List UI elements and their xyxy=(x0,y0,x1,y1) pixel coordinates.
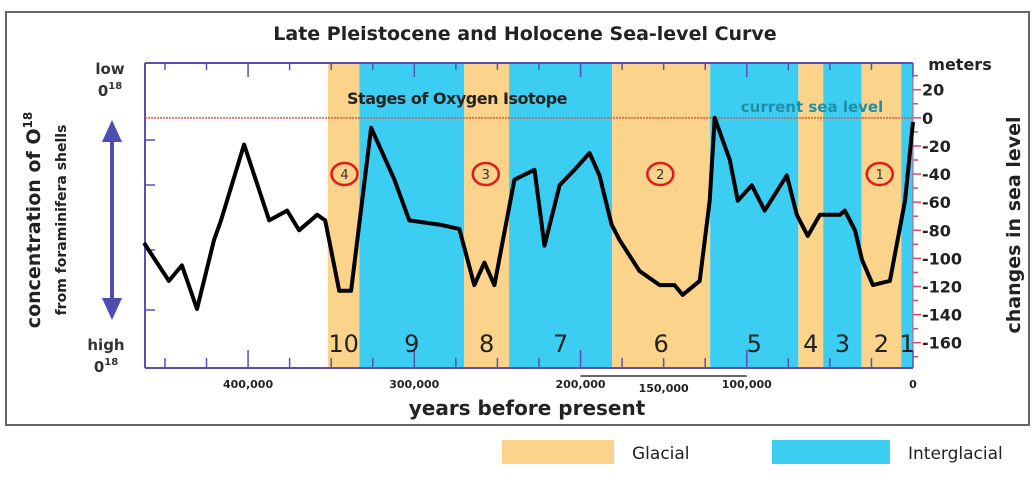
sea-level-curve xyxy=(142,115,915,311)
stage-band-8 xyxy=(464,63,510,368)
stage-number: 5 xyxy=(747,330,762,358)
legend-label-glacial: Glacial xyxy=(632,444,690,464)
x-tick-label: 200,000 xyxy=(555,378,605,391)
stage-number: 7 xyxy=(553,330,568,358)
stage-number: 1 xyxy=(900,330,915,358)
right-axis-unit: meters xyxy=(928,55,991,74)
chart-title: Late Pleistocene and Holocene Sea-level … xyxy=(273,23,776,45)
glacial-marker-circle xyxy=(471,161,501,187)
x-axis-title: years before present xyxy=(409,396,646,420)
y-tick-label: 20 xyxy=(922,81,944,100)
x-tick-label: 100,000 xyxy=(722,378,772,391)
y-tick-label: -160 xyxy=(922,334,962,353)
left-axis-subtitle: from foraminifera shells xyxy=(54,125,70,316)
glacial-marker-circle xyxy=(865,161,895,187)
x-tick-label: 300,000 xyxy=(389,378,439,391)
stage-number: 4 xyxy=(803,330,818,358)
x-tick-label: 0 xyxy=(909,378,917,391)
stage-band-5 xyxy=(710,63,799,368)
glacial-marker-label: 2 xyxy=(656,168,664,183)
left-top-iso: 018 xyxy=(98,81,122,100)
stage-number: 9 xyxy=(404,330,419,358)
y-tick-label: -40 xyxy=(922,165,951,184)
legend: Glacial Interglacial xyxy=(502,440,1003,464)
x-extra-tick-label: 150,000 xyxy=(639,382,689,395)
left-top-label: low xyxy=(95,60,124,78)
stage-band-6 xyxy=(612,63,711,368)
stage-number: 8 xyxy=(479,330,494,358)
left-axis-title: concentration of O18 xyxy=(21,112,45,328)
stage-number: 6 xyxy=(654,330,669,358)
stage-band-7 xyxy=(509,63,613,368)
legend-swatch-interglacial xyxy=(772,440,890,464)
stage-band-10 xyxy=(327,63,360,368)
glacial-marker-label: 1 xyxy=(876,168,884,183)
glacial-marker-label: 3 xyxy=(482,168,490,183)
stages-label: Stages of Oxygen Isotope xyxy=(347,89,568,108)
glacial-marker-circle xyxy=(646,161,675,187)
glacial-marker-label: 4 xyxy=(340,168,348,183)
stage-number: 3 xyxy=(835,330,850,358)
x-tick-label: 400,000 xyxy=(223,378,273,391)
y-tick-label: -120 xyxy=(922,277,962,296)
glacial-marker-circle xyxy=(330,161,359,187)
y-tick-label: -20 xyxy=(922,137,951,156)
y-tick-label: -140 xyxy=(922,306,962,325)
y-tick-label: -100 xyxy=(922,249,962,268)
stage-number: 10 xyxy=(328,330,359,358)
y-tick-label: -60 xyxy=(922,193,951,212)
legend-swatch-glacial xyxy=(502,440,614,464)
stage-band-9 xyxy=(359,63,465,368)
stage-number: 2 xyxy=(874,330,889,358)
y-tick-label: 0 xyxy=(922,109,933,128)
y-tick-label: -80 xyxy=(922,221,951,240)
stage-band-1 xyxy=(901,63,913,368)
current-sea-level-label: current sea level xyxy=(741,98,883,116)
legend-label-interglacial: Interglacial xyxy=(908,444,1003,464)
double-arrow-icon xyxy=(102,120,122,320)
stage-band-2 xyxy=(861,63,902,368)
right-axis-title: changes in sea level xyxy=(1003,116,1025,333)
left-bottom-iso: 018 xyxy=(94,357,118,376)
left-bottom-label: high xyxy=(87,336,124,354)
